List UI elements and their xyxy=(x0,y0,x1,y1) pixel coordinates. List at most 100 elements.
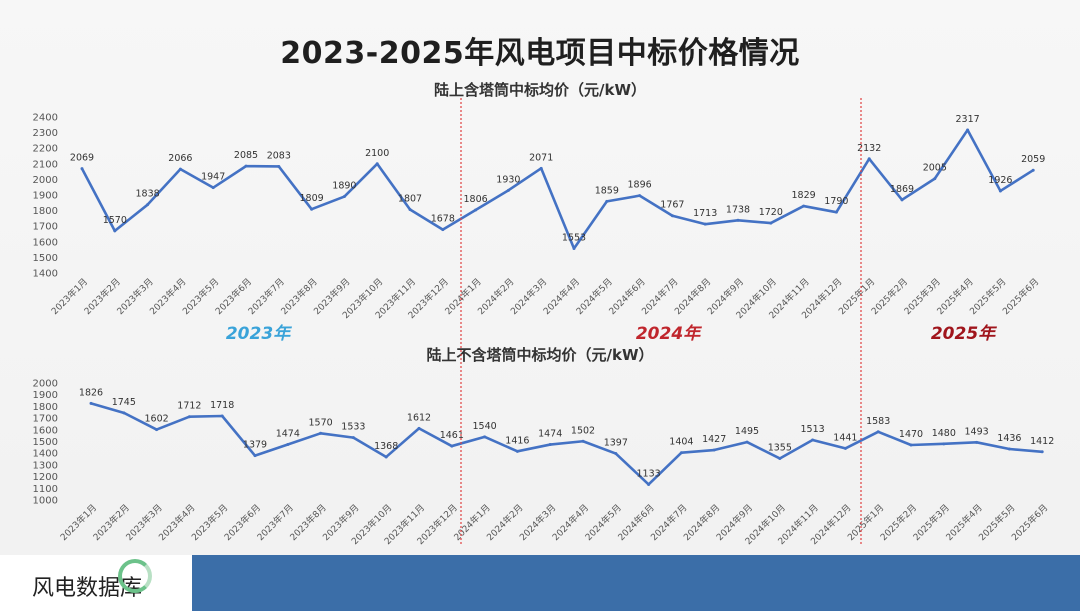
data-point xyxy=(876,430,880,434)
data-point xyxy=(712,448,716,452)
y-tick-label: 1100 xyxy=(33,484,58,495)
year-label: 2024年 xyxy=(636,324,702,344)
data-label: 1540 xyxy=(473,421,497,432)
data-point xyxy=(548,443,552,447)
y-tick-label: 1400 xyxy=(33,449,58,460)
data-point xyxy=(778,456,782,460)
data-label: 1869 xyxy=(890,184,914,195)
chart-title: 陆上不含塔筒中标均价（元/kW） xyxy=(426,346,653,364)
data-label: 1480 xyxy=(932,428,956,439)
data-point xyxy=(351,436,355,440)
data-point xyxy=(244,164,248,168)
data-point xyxy=(80,167,84,171)
data-point xyxy=(187,415,191,419)
data-point xyxy=(515,449,519,453)
data-label: 1397 xyxy=(604,438,628,449)
y-tick-label: 1900 xyxy=(33,390,58,401)
y-tick-label: 1500 xyxy=(33,437,58,448)
data-point xyxy=(384,455,388,459)
year-label: 2023年 xyxy=(226,324,292,344)
data-label: 1470 xyxy=(899,429,923,440)
data-label: 1570 xyxy=(309,417,333,428)
footer-bar xyxy=(192,555,1080,611)
data-point xyxy=(843,446,847,450)
data-label: 1379 xyxy=(243,440,267,451)
data-label: 2317 xyxy=(956,114,980,125)
data-point xyxy=(474,208,478,212)
data-label: 1368 xyxy=(374,441,398,452)
series-line xyxy=(90,402,1043,486)
data-label: 1436 xyxy=(997,433,1021,444)
data-label: 1713 xyxy=(693,208,717,219)
y-tick-label: 1900 xyxy=(33,191,58,202)
data-label: 1553 xyxy=(562,233,586,244)
y-tick-label: 2300 xyxy=(33,128,58,139)
y-tick-label: 2000 xyxy=(33,379,58,390)
data-point xyxy=(319,431,323,435)
data-point xyxy=(441,228,445,232)
data-label: 1602 xyxy=(145,414,169,425)
data-label: 1133 xyxy=(637,468,661,479)
data-point xyxy=(220,414,224,418)
data-point xyxy=(909,443,913,447)
data-point xyxy=(581,439,585,443)
data-point xyxy=(834,210,838,214)
data-label: 1416 xyxy=(505,435,529,446)
data-point xyxy=(450,444,454,448)
data-point xyxy=(211,186,215,190)
data-point xyxy=(375,162,379,166)
data-point xyxy=(605,199,609,203)
brand-logo-icon xyxy=(118,559,152,593)
data-label: 1412 xyxy=(1030,436,1054,447)
data-label: 2085 xyxy=(234,150,258,161)
data-label: 1809 xyxy=(300,193,324,204)
data-point xyxy=(745,440,749,444)
data-point xyxy=(638,194,642,198)
data-point xyxy=(1031,168,1035,172)
data-label: 2100 xyxy=(365,148,389,159)
data-point xyxy=(679,451,683,455)
y-tick-label: 2100 xyxy=(33,159,58,170)
data-label: 1718 xyxy=(210,400,234,411)
data-point xyxy=(975,440,979,444)
data-point xyxy=(122,411,126,415)
data-point xyxy=(966,128,970,132)
data-label: 1461 xyxy=(440,430,464,441)
data-label: 2132 xyxy=(857,143,881,154)
data-label: 2005 xyxy=(923,163,947,174)
data-point xyxy=(933,177,937,181)
data-point xyxy=(155,428,159,432)
data-label: 1890 xyxy=(332,181,356,192)
chart-1: 陆上含塔筒中标均价（元/kW） 1400 1500 1600 1700 1800 1900 2… xyxy=(33,81,1046,321)
data-label: 1493 xyxy=(965,426,989,437)
data-point xyxy=(483,435,487,439)
y-tick-label: 2200 xyxy=(33,144,58,155)
data-point xyxy=(277,164,281,168)
data-label: 2059 xyxy=(1021,154,1045,165)
data-label: 2083 xyxy=(267,150,291,161)
data-label: 1767 xyxy=(660,200,684,211)
y-tick-label: 1600 xyxy=(33,425,58,436)
y-tick-label: 2000 xyxy=(33,175,58,186)
data-point xyxy=(506,188,510,192)
data-label: 1441 xyxy=(833,432,857,443)
data-point xyxy=(736,218,740,222)
y-tick-label: 1700 xyxy=(33,414,58,425)
data-point xyxy=(614,452,618,456)
y-tick-label: 1700 xyxy=(33,222,58,233)
chart-2: 陆上不含塔筒中标均价（元/kW） 100011001200130014001500… xyxy=(33,346,1055,547)
y-tick-label: 1000 xyxy=(33,496,58,507)
data-label: 1859 xyxy=(595,185,619,196)
data-label: 1745 xyxy=(112,397,136,408)
series-line xyxy=(80,128,1034,250)
data-label: 1896 xyxy=(628,180,652,191)
data-point xyxy=(253,454,257,458)
data-point xyxy=(998,189,1002,193)
data-label: 1829 xyxy=(792,190,816,201)
data-label: 1570 xyxy=(103,215,127,226)
data-label: 1404 xyxy=(669,437,693,448)
y-tick-label: 1500 xyxy=(33,253,58,264)
data-label: 1612 xyxy=(407,412,431,423)
data-label: 2066 xyxy=(168,153,192,164)
